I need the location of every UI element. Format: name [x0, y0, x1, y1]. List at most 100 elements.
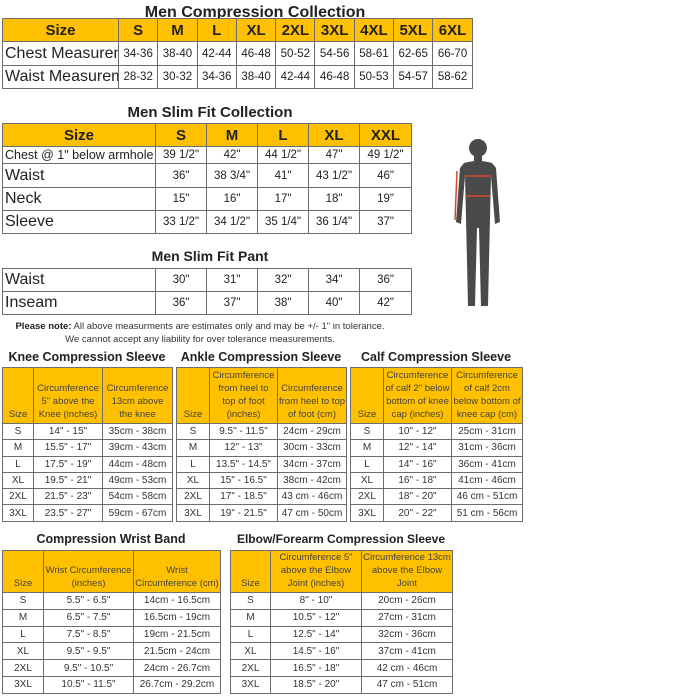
row-label: M	[2, 608, 44, 627]
table-cell: 41"	[257, 163, 309, 188]
header-row: Size S M L XL XXL	[2, 123, 412, 147]
table-row: 3XL 20" - 22" 51 cm - 56cm	[350, 504, 523, 522]
row-label: L	[2, 625, 44, 644]
row-label: Neck	[2, 187, 156, 211]
table-cell: 41cm - 46cm	[451, 471, 523, 490]
table-cell: 58-61	[353, 41, 395, 66]
row-label: XL	[2, 471, 34, 490]
table-row: XL 16" - 18" 41cm - 46cm	[350, 471, 523, 490]
table-row: L 12.5" - 14" 32cm - 36cm	[230, 625, 453, 644]
row-label: Waist Measurement	[2, 65, 119, 89]
table-cell: 16" - 18"	[383, 471, 452, 490]
table-cell: 34cm - 37cm	[277, 455, 347, 473]
column-header: Circumference of calf 2cm below bottom o…	[451, 367, 523, 424]
column-header: Circumference 5" above the Elbow Joint (…	[270, 550, 362, 593]
row-label: S	[176, 422, 210, 441]
table-row: M 15.5" - 17" 39cm - 43cm	[2, 439, 173, 457]
table-cell: 43 cm - 46cm	[277, 488, 347, 506]
table-cell: 17"	[257, 187, 309, 211]
column-header: Circumference from heel to top of foot (…	[277, 367, 347, 424]
table-cell: 42-44	[275, 65, 316, 89]
table-row: 3XL 18.5" - 20" 47 cm - 51cm	[230, 675, 453, 694]
table-cell: 12" - 14"	[383, 439, 452, 457]
table-cell: 43 1/2"	[308, 163, 360, 188]
table-row: L 13.5" - 14.5" 34cm - 37cm	[176, 455, 347, 473]
row-label: XL	[176, 471, 210, 490]
table-row: Waist Measurement28-3230-3234-3638-4042-…	[2, 65, 473, 89]
table-cell: 46-48	[235, 41, 277, 66]
wrist-band-title: Compression Wrist Band	[36, 532, 186, 546]
row-label: Waist	[2, 268, 156, 292]
column-header: M	[157, 18, 198, 42]
table-cell: 46-48	[314, 65, 355, 89]
row-label: 2XL	[2, 659, 44, 677]
table-row: M 6.5" - 7.5" 16.5cm - 19cm	[2, 608, 221, 627]
column-header: Wrist Circumference (cm)	[133, 550, 221, 593]
table-cell: 31"	[206, 268, 258, 292]
table-row: S 8" - 10" 20cm - 26cm	[230, 592, 453, 610]
column-header: XL	[308, 123, 360, 147]
table-cell: 9.5" - 9.5"	[43, 642, 134, 661]
human-body-measurement-figure-icon	[454, 139, 500, 306]
row-label: M	[230, 608, 271, 627]
table-cell: 36"	[359, 268, 412, 292]
table-cell: 38 3/4"	[206, 163, 258, 188]
table-cell: 42-44	[196, 41, 237, 66]
elbow-sleeve-table: Size Circumference 5" above the Elbow Joi…	[230, 550, 453, 694]
column-header: Size	[2, 550, 44, 593]
row-label: Inseam	[2, 291, 156, 315]
row-label: S	[350, 422, 384, 441]
table-cell: 37"	[206, 291, 258, 315]
table-row: 2XL 21.5" - 23" 54cm - 58cm	[2, 488, 173, 506]
table-cell: 36"	[155, 291, 207, 315]
column-header: Circumference 13cm above the Elbow Joint	[361, 550, 453, 593]
table-cell: 54-57	[393, 65, 434, 89]
row-label: XL	[2, 642, 44, 661]
table-cell: 39 1/2"	[155, 146, 207, 164]
row-label: Waist	[2, 163, 156, 188]
tolerance-note: Please note: All above measurments are e…	[0, 320, 400, 346]
table-cell: 28-32	[117, 65, 159, 89]
table-cell: 34 1/2"	[206, 210, 258, 234]
table-row: S 14" - 15" 35cm - 38cm	[2, 422, 173, 441]
knee-sleeve-table: Size Circumference 5" above the Knee (inc…	[2, 367, 173, 522]
row-label: S	[230, 592, 271, 610]
header-row: Size Wrist Circumference (inches) Wrist Ci…	[2, 550, 221, 593]
table-cell: 42 cm - 46cm	[361, 659, 453, 677]
table-cell: 44cm - 48cm	[102, 455, 173, 473]
table-cell: 47 cm - 51cm	[361, 675, 453, 694]
table-cell: 38"	[257, 291, 309, 315]
table-cell: 32cm - 36cm	[361, 625, 453, 644]
column-header: Circumference of calf 2" below bottom of…	[383, 367, 452, 424]
table-cell: 10.5" - 11.5"	[43, 675, 134, 694]
header-row: Size Circumference 5" above the Knee (inc…	[2, 367, 173, 424]
table-row: XL 14.5" - 16" 37cm - 41cm	[230, 642, 453, 661]
table-row: 3XL 23.5" - 27" 59cm - 67cm	[2, 504, 173, 522]
column-header: Size	[2, 18, 119, 42]
table-cell: 18" - 20"	[383, 488, 452, 506]
table-cell: 31cm - 36cm	[451, 439, 523, 457]
column-header: XL	[235, 18, 277, 42]
table-row: Inseam 36" 37" 38" 40" 42"	[2, 291, 412, 315]
table-cell: 10.5" - 12"	[270, 608, 362, 627]
column-header: 2XL	[275, 18, 316, 42]
table-cell: 39cm - 43cm	[102, 439, 173, 457]
column-header: 4XL	[353, 18, 395, 42]
table-row: L 17.5" - 19" 44cm - 48cm	[2, 455, 173, 473]
table-cell: 14.5" - 16"	[270, 642, 362, 661]
table-cell: 58-62	[432, 65, 473, 89]
row-label: M	[2, 439, 34, 457]
men-slim-pant-table: Waist 30" 31" 32" 34" 36" Inseam 36" 37" 38" 40" 42…	[2, 268, 412, 315]
table-cell: 46 cm - 51cm	[451, 488, 523, 506]
table-cell: 35cm - 38cm	[102, 422, 173, 441]
men-slim-pant-title: Men Slim Fit Pant	[151, 248, 269, 264]
table-cell: 24cm - 29cm	[277, 422, 347, 441]
table-cell: 38cm - 42cm	[277, 471, 347, 490]
row-label: XL	[230, 642, 271, 661]
table-cell: 44 1/2"	[257, 146, 309, 164]
table-cell: 62-65	[393, 41, 434, 66]
table-cell: 12" - 13"	[209, 439, 278, 457]
row-label: M	[176, 439, 210, 457]
row-label: L	[2, 455, 34, 473]
header-row: Size Circumference 5" above the Elbow Joi…	[230, 550, 453, 593]
